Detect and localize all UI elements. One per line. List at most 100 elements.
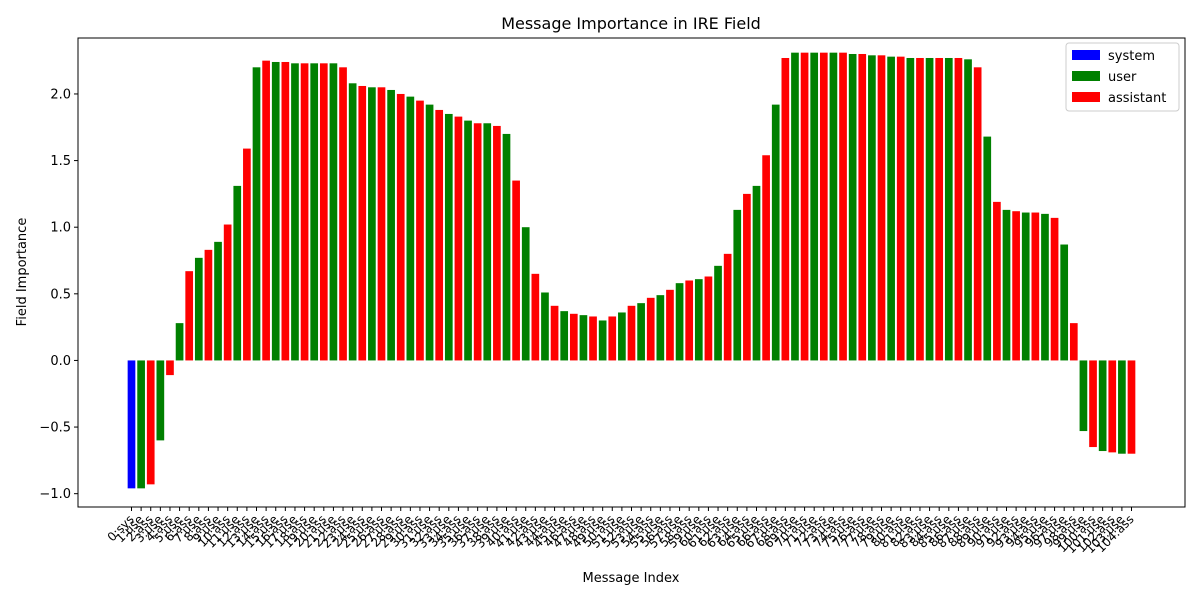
bar [339,67,347,361]
legend-label-system: system [1108,49,1155,64]
bar [1050,217,1059,361]
bar [694,279,703,361]
bar [435,109,444,361]
legend-label-assistant: assistant [1108,91,1166,106]
bars-group [127,52,1136,489]
bar [637,303,645,361]
bar [1031,212,1040,361]
bar [723,253,732,361]
bar [887,56,895,361]
bar [983,136,992,361]
bar [166,360,174,376]
bar [752,185,761,361]
bar [743,193,751,361]
bar [829,52,838,361]
legend-swatch-assistant [1072,92,1100,102]
bar [839,52,847,361]
legend: system user assistant [1065,42,1180,112]
x-axis-label: Message Index [583,571,680,586]
bar [396,93,405,361]
bar [194,257,203,361]
bar [291,63,299,361]
y-tick-label: −1.0 [39,487,71,502]
bar [1108,360,1117,453]
bar [579,315,588,361]
bar [685,280,694,361]
bar [319,63,328,361]
bar [137,360,145,489]
y-tick-label: 0.5 [50,287,71,302]
bar [281,61,290,361]
bar [204,249,213,361]
legend-swatch-user [1072,71,1100,81]
bar [848,53,857,361]
bar [493,125,501,361]
bar [473,123,482,361]
bar [944,57,953,361]
bar [252,67,261,361]
bar [1079,360,1088,432]
bar [589,316,597,361]
bar [416,100,424,361]
x-axis: 0:sys1:use2:ass3:use4:ass5:use6:ass7:use… [105,507,1137,556]
y-tick-label: −0.5 [39,421,71,436]
bar [618,312,626,361]
bar [271,61,280,361]
bar [262,60,270,361]
bar [406,96,415,361]
bar [800,52,809,361]
bar [1118,360,1126,454]
bar [348,83,357,361]
bar [771,104,780,361]
bar [550,305,559,361]
bar [541,292,549,361]
bar [858,53,867,361]
bar [233,185,242,361]
bar [656,295,665,361]
bar [762,155,770,361]
bar [896,56,905,361]
bar [1021,212,1030,361]
bar [791,52,799,361]
y-tick-label: 1.5 [50,154,71,169]
bar [377,87,386,361]
bar [329,63,338,361]
bar [733,209,742,361]
bar [512,180,520,361]
bar [675,283,684,361]
bar [954,57,963,361]
bar [868,55,876,361]
bar [1069,323,1078,361]
bar [464,120,472,361]
bar [666,289,674,361]
bar [368,87,376,361]
bar [387,89,395,361]
bar [146,360,155,485]
bar [521,227,530,361]
bar [454,116,463,361]
bar [704,276,713,361]
bar [916,57,924,361]
bar [819,52,828,361]
y-tick-label: 0.0 [50,354,71,369]
legend-label-user: user [1108,70,1137,85]
bar [714,265,722,361]
bar [993,201,1001,361]
bar [646,297,655,361]
bar [973,67,982,361]
bar [358,85,367,361]
bar [1041,213,1049,361]
bar [175,323,184,361]
bar [185,271,194,361]
bar [1127,360,1136,454]
chart-title: Message Importance in IRE Field [501,14,761,33]
bar [214,241,222,361]
bar [781,57,790,361]
y-axis-label: Field Importance [15,218,30,327]
y-axis: −1.0 −0.5 0.0 0.5 1.0 1.5 2.0 [39,87,78,502]
bar [906,57,915,361]
y-tick-label: 2.0 [50,87,71,102]
bar [1060,244,1069,361]
